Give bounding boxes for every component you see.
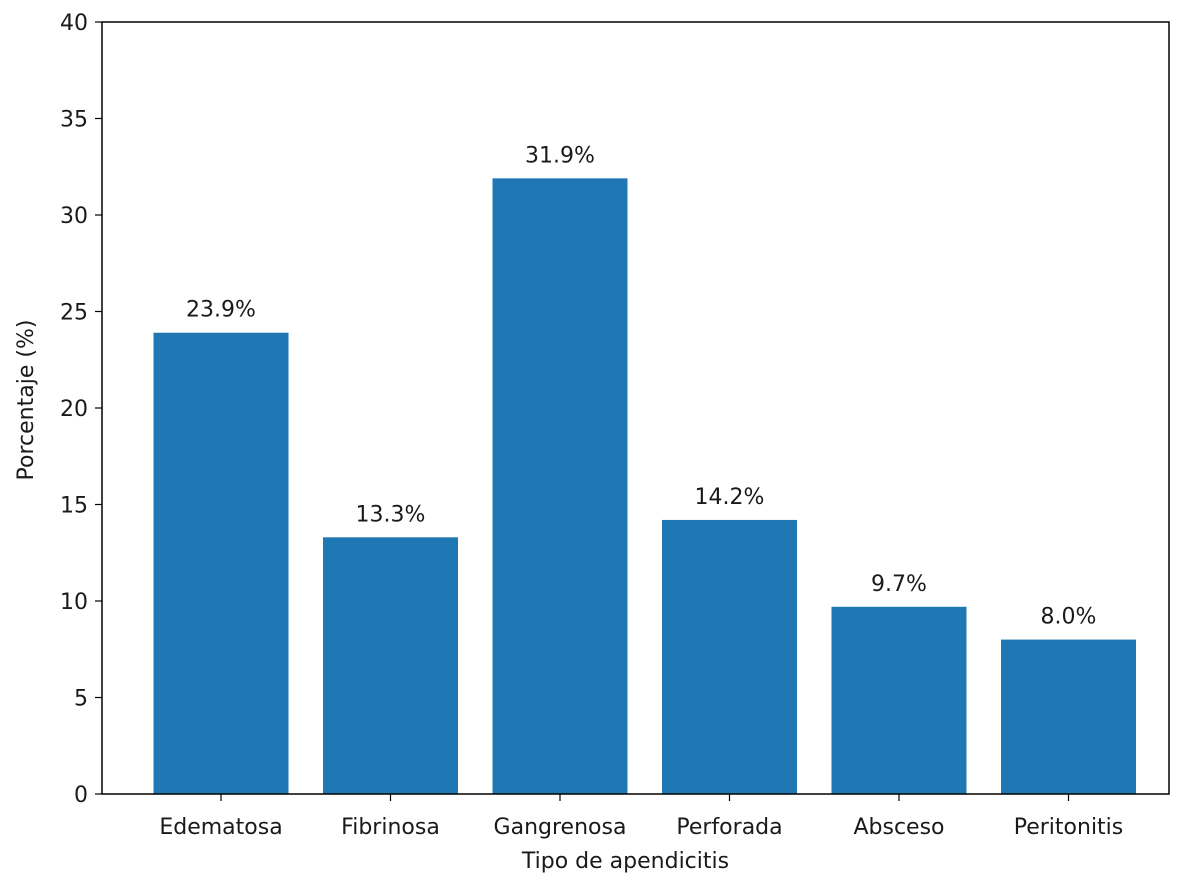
x-axis: Edematosa Fibrinosa Gangrenosa Perforada Abs…	[159, 794, 1123, 840]
bar-fibrinosa	[323, 537, 458, 794]
data-labels-group: 23.9% 13.3% 31.9% 14.2% 9.7% 8.0%	[186, 143, 1096, 629]
data-label-fibrinosa: 13.3%	[356, 502, 426, 527]
data-label-absceso: 9.7%	[871, 572, 927, 597]
y-tick-label-10: 10	[60, 590, 88, 615]
x-tick-label-gangrenosa: Gangrenosa	[494, 815, 627, 840]
bar-gangrenosa	[492, 178, 628, 794]
x-tick-label-peritonitis: Peritonitis	[1014, 815, 1124, 840]
y-tick-label-15: 15	[60, 494, 88, 519]
x-tick-label-edematosa: Edematosa	[159, 815, 282, 840]
y-tick-label-25: 25	[60, 301, 88, 326]
bar-absceso	[831, 606, 967, 794]
data-label-peritonitis: 8.0%	[1041, 605, 1097, 630]
y-tick-label-30: 30	[60, 204, 88, 229]
y-tick-label-5: 5	[74, 687, 88, 712]
y-axis-label: Porcentaje (%)	[14, 320, 39, 481]
bar-peritonitis	[1001, 639, 1136, 794]
y-tick-label-20: 20	[60, 397, 88, 422]
bar-edematosa	[153, 332, 289, 794]
y-tick-label-0: 0	[74, 783, 88, 808]
x-tick-label-fibrinosa: Fibrinosa	[341, 815, 440, 840]
bar-perforada	[662, 519, 797, 794]
x-tick-label-perforada: Perforada	[676, 815, 782, 840]
x-tick-label-absceso: Absceso	[853, 815, 944, 840]
data-label-edematosa: 23.9%	[186, 298, 256, 323]
x-axis-label: Tipo de apendicitis	[521, 849, 729, 874]
y-tick-label-35: 35	[60, 108, 88, 133]
y-tick-label-40: 40	[60, 11, 88, 36]
plot-frame	[101, 21, 1170, 795]
data-label-perforada: 14.2%	[695, 485, 765, 510]
data-label-gangrenosa: 31.9%	[525, 143, 595, 168]
y-axis: 0 5 10 15 20 25 30 35 40	[60, 11, 102, 808]
bars-group	[153, 178, 1136, 794]
